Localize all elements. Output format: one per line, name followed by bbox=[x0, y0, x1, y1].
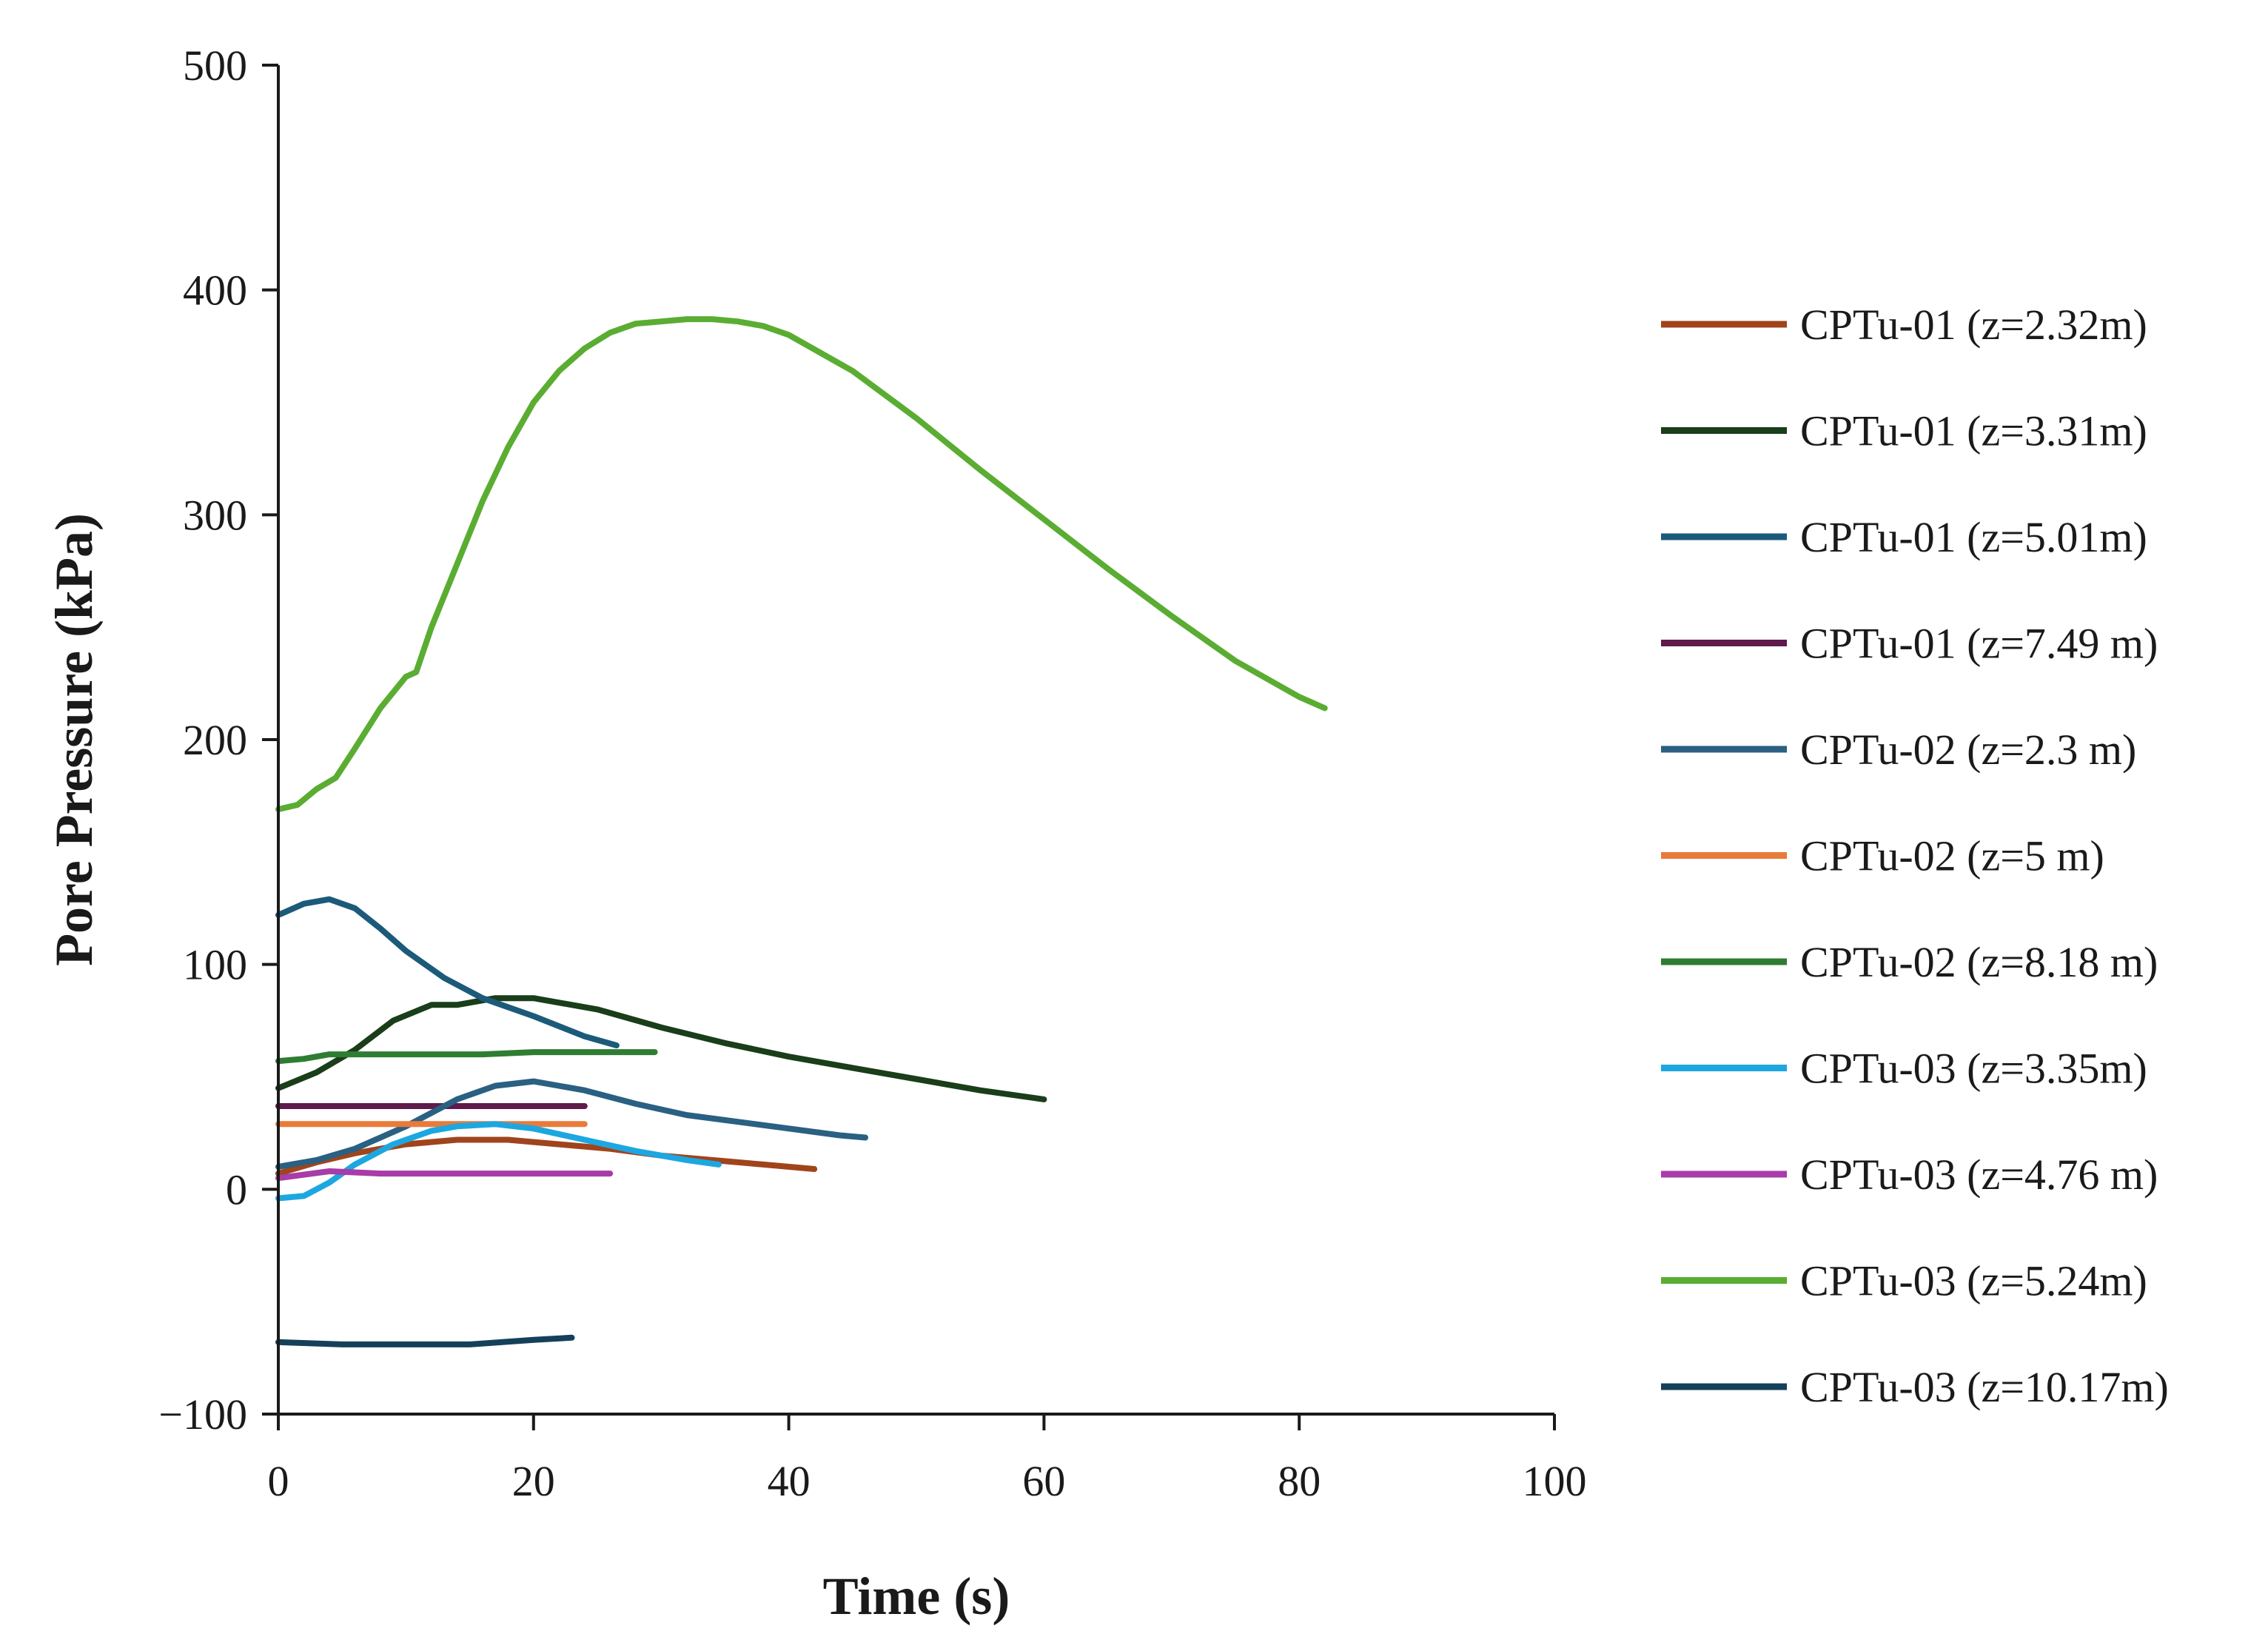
y-tick-label: 200 bbox=[183, 716, 247, 764]
x-axis-title: Time (s) bbox=[823, 1567, 1010, 1626]
legend-label: CPTu-02 (z=8.18 m) bbox=[1800, 938, 2158, 986]
legend: CPTu-01 (z=2.32m) CPTu-01 (z=3.31m) CPTu-0… bbox=[1661, 301, 2169, 1411]
legend-label: CPTu-01 (z=3.31m) bbox=[1800, 407, 2147, 455]
y-tick-label: −100 bbox=[158, 1390, 247, 1439]
y-axis-title: Pore Pressure (kPa) bbox=[44, 513, 104, 966]
y-axis-ticks: −100 0 100 200 300 400 500 bbox=[158, 41, 278, 1439]
series-line-9 bbox=[275, 1168, 614, 1182]
series-line-8 bbox=[275, 1121, 722, 1202]
series-line-3 bbox=[275, 896, 620, 1048]
legend-item: CPTu-03 (z=4.76 m) bbox=[1661, 1151, 2158, 1199]
x-tick-label: 20 bbox=[512, 1457, 555, 1505]
x-tick-label: 40 bbox=[768, 1457, 811, 1505]
legend-label: CPTu-02 (z=5 m) bbox=[1800, 832, 2104, 880]
legend-label: CPTu-03 (z=10.17m) bbox=[1800, 1363, 2169, 1411]
legend-item: CPTu-03 (z=10.17m) bbox=[1661, 1363, 2169, 1411]
x-tick-label: 100 bbox=[1523, 1457, 1587, 1505]
y-tick-label: 500 bbox=[183, 41, 247, 90]
x-tick-label: 60 bbox=[1022, 1457, 1065, 1505]
series-line-10 bbox=[275, 316, 1328, 813]
legend-label: CPTu-01 (z=2.32m) bbox=[1800, 301, 2147, 349]
series-line-1 bbox=[275, 1136, 818, 1177]
legend-label: CPTu-03 (z=5.24m) bbox=[1800, 1257, 2147, 1305]
series-line-2 bbox=[275, 995, 1047, 1102]
legend-label: CPTu-03 (z=4.76 m) bbox=[1800, 1151, 2158, 1199]
legend-item: CPTu-01 (z=2.32m) bbox=[1661, 301, 2147, 349]
legend-item: CPTu-02 (z=2.3 m) bbox=[1661, 726, 2136, 774]
x-tick-label: 80 bbox=[1278, 1457, 1321, 1505]
y-tick-label: 400 bbox=[183, 267, 247, 315]
y-tick-label: 0 bbox=[226, 1165, 247, 1213]
plot-lines bbox=[275, 316, 1328, 1347]
legend-item: CPTu-03 (z=3.35m) bbox=[1661, 1045, 2147, 1093]
legend-item: CPTu-01 (z=7.49 m) bbox=[1661, 620, 2158, 668]
x-tick-label: 0 bbox=[268, 1457, 289, 1505]
legend-label: CPTu-01 (z=5.01m) bbox=[1800, 513, 2147, 561]
x-axis-ticks: 0 20 40 60 80 100 bbox=[268, 1414, 1587, 1505]
legend-label: CPTu-03 (z=3.35m) bbox=[1800, 1045, 2147, 1093]
y-tick-label: 300 bbox=[183, 491, 247, 539]
legend-label: CPTu-02 (z=2.3 m) bbox=[1800, 726, 2136, 774]
series-line-11 bbox=[275, 1334, 575, 1347]
legend-item: CPTu-03 (z=5.24m) bbox=[1661, 1257, 2147, 1305]
series-line-7 bbox=[275, 1049, 658, 1065]
legend-item: CPTu-02 (z=8.18 m) bbox=[1661, 938, 2158, 986]
legend-item: CPTu-01 (z=5.01m) bbox=[1661, 513, 2147, 561]
legend-label: CPTu-01 (z=7.49 m) bbox=[1800, 620, 2158, 668]
legend-item: CPTu-02 (z=5 m) bbox=[1661, 832, 2104, 880]
y-tick-label: 100 bbox=[183, 941, 247, 989]
series-line-5 bbox=[275, 1078, 868, 1170]
legend-item: CPTu-01 (z=3.31m) bbox=[1661, 407, 2147, 455]
